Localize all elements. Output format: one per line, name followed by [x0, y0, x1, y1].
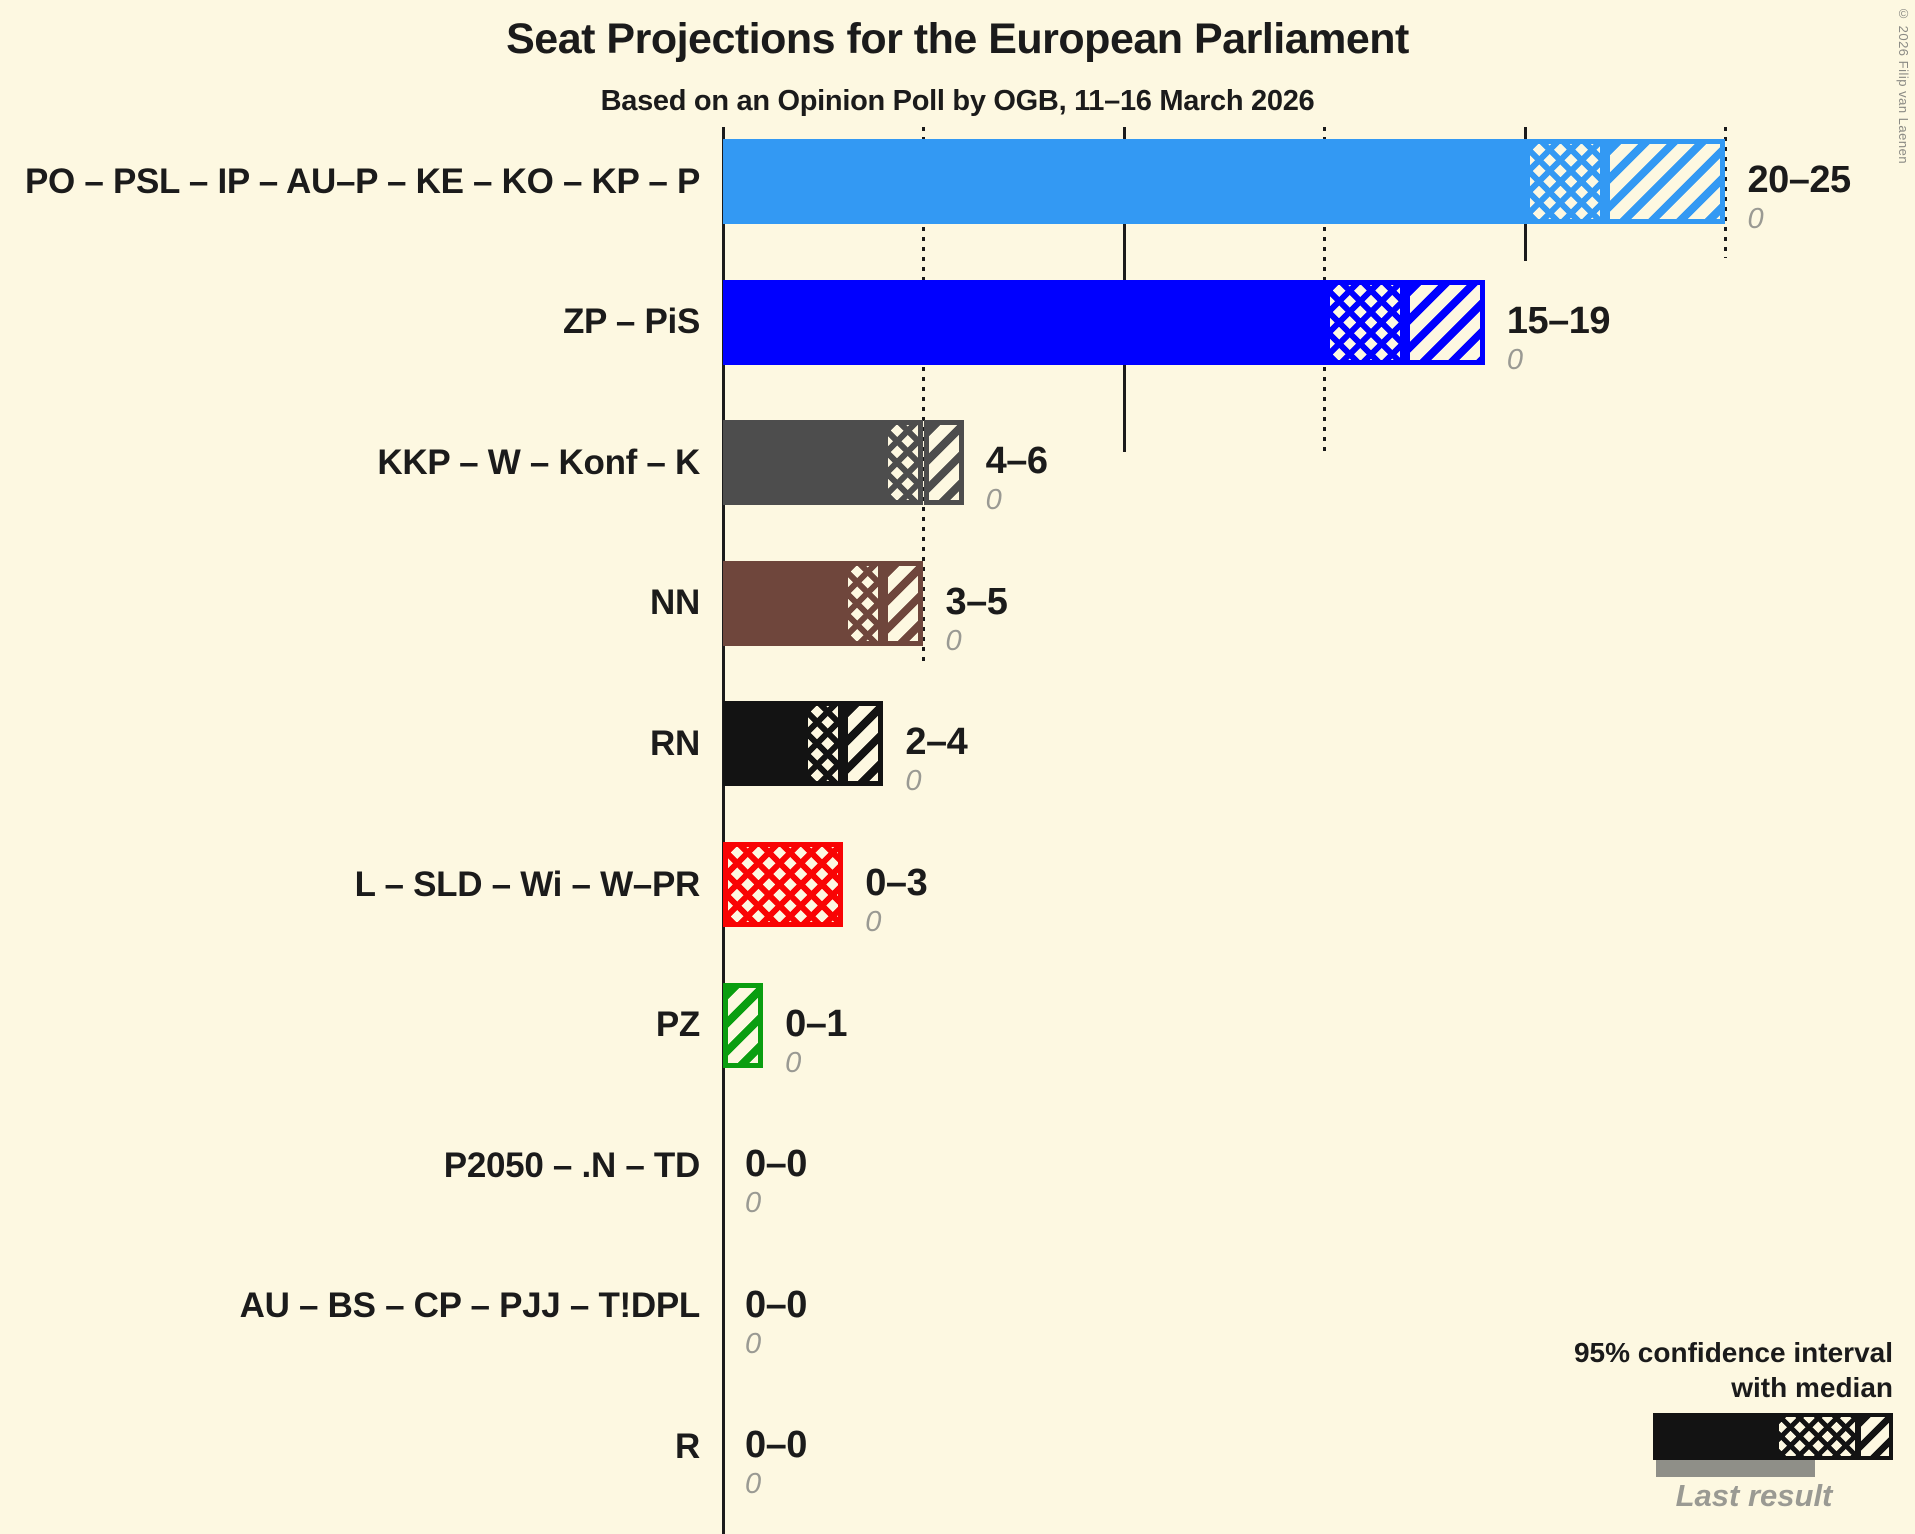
axis-tick-solid-0 [721, 127, 725, 1534]
value-label: 0–0 0 [745, 1423, 807, 1499]
row-label: P2050 – .N – TD [443, 1145, 701, 1185]
legend-solid-segment [1653, 1413, 1777, 1460]
ci-range-value: 2–4 [905, 721, 968, 764]
ci-range-value: 4–6 [985, 440, 1048, 483]
axis-tick-dotted-25 [1724, 127, 1727, 258]
ci-range-value: 0–0 [745, 1143, 807, 1186]
bar-diagonal-segment [843, 701, 884, 787]
row-label: L – SLD – Wi – W–PR [354, 864, 701, 904]
bar-crosshatch-segment [803, 701, 844, 787]
row-label: ZP – PiS [562, 302, 700, 342]
last-result-value: 0 [785, 1046, 802, 1079]
legend-crosshatch-segment [1775, 1413, 1859, 1460]
row-label: NN [650, 583, 700, 623]
bar-solid-segment [723, 560, 844, 646]
last-result-value: 0 [985, 484, 1002, 517]
row-label: AU – BS – CP – PJJ – T!DPL [239, 1286, 701, 1326]
legend-diagonal-segment [1857, 1413, 1893, 1460]
value-label: 15–19 0 [1506, 299, 1611, 376]
row-label: PO – PSL – IP – AU–P – KE – KO – KP – P [24, 161, 700, 201]
chart-subtitle: Based on an Opinion Poll by OGB, 11–16 M… [600, 85, 1315, 117]
bar-diagonal-segment [883, 560, 924, 646]
legend-sample-bar [1653, 1413, 1893, 1460]
bar-solid-segment [723, 279, 1325, 365]
bar-crosshatch-segment [843, 560, 884, 646]
chart-title: Seat Projections for the European Parlia… [506, 15, 1409, 63]
last-result-value: 0 [745, 1187, 762, 1220]
bar-crosshatch-segment [723, 842, 844, 927]
ci-range-value: 0–1 [785, 1002, 847, 1045]
bar-solid-segment [723, 701, 804, 787]
row-label: PZ [655, 1005, 700, 1045]
bar-crosshatch-segment [1324, 279, 1405, 365]
ci-range-value: 0–0 [745, 1283, 807, 1326]
value-label: 20–25 0 [1747, 158, 1852, 235]
value-label: 0–0 0 [745, 1283, 807, 1359]
bar-diagonal-segment [1404, 279, 1485, 365]
bar-crosshatch-segment [1525, 139, 1606, 224]
bar-diagonal-segment [723, 982, 764, 1068]
last-result-value: 0 [1747, 203, 1764, 235]
copyright-notice: © 2026 Filip van Laenen [1896, 6, 1911, 165]
value-label: 0–1 0 [785, 1002, 847, 1078]
bar-crosshatch-segment [883, 420, 924, 506]
value-label: 0–3 0 [865, 861, 927, 937]
legend-ci-label-line2: with median [1731, 1372, 1893, 1403]
bar-solid-segment [723, 420, 884, 506]
ci-range-value: 0–3 [865, 862, 928, 904]
last-result-value: 0 [1506, 343, 1524, 376]
bar-diagonal-segment [923, 420, 964, 506]
row-label: RN [650, 723, 700, 763]
row-label: R [675, 1426, 700, 1466]
legend-ci-label-line1: 95% confidence interval [1573, 1337, 1893, 1368]
last-result-value: 0 [745, 1327, 762, 1360]
legend-last-result-label: Last result [1675, 1478, 1833, 1513]
last-result-value: 0 [945, 624, 962, 657]
axis-tick-dotted-5 [922, 127, 925, 665]
last-result-value: 0 [905, 765, 922, 798]
last-result-value: 0 [865, 906, 882, 938]
ci-range-value: 20–25 [1747, 159, 1852, 201]
value-label: 3–5 0 [946, 580, 1008, 656]
value-label: 2–4 0 [905, 720, 967, 796]
value-label: 0–0 0 [745, 1142, 807, 1218]
legend-last-result-bar [1656, 1460, 1815, 1477]
ci-range-value: 0–0 [745, 1424, 807, 1467]
ci-range-value: 3–5 [945, 580, 1008, 623]
row-label: KKP – W – Konf – K [377, 442, 700, 482]
last-result-value: 0 [745, 1468, 762, 1501]
bar-solid-segment [723, 139, 1525, 224]
value-label: 4–6 0 [986, 439, 1048, 515]
bar-diagonal-segment [1605, 139, 1726, 224]
ci-range-value: 15–19 [1506, 299, 1611, 342]
